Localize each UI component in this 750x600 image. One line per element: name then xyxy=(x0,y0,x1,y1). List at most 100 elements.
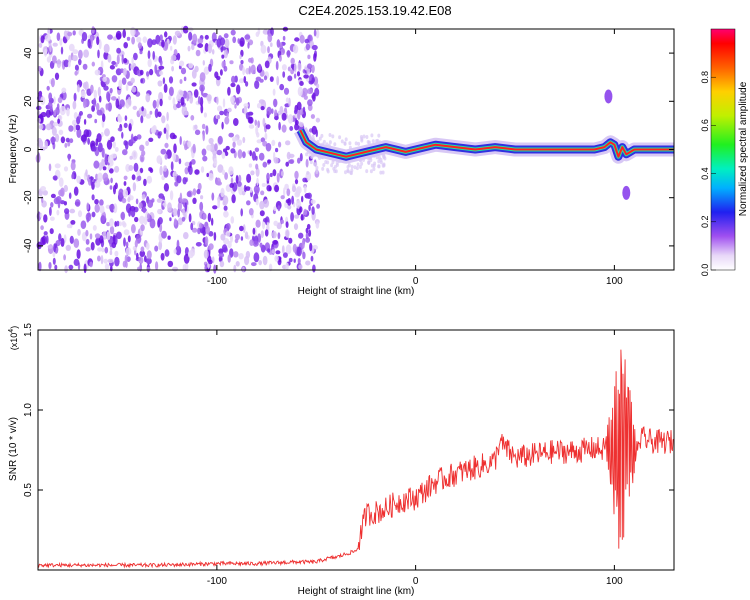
noise-speckle xyxy=(371,139,375,144)
noise-speckle xyxy=(102,172,109,182)
noise-speckle xyxy=(239,78,245,84)
noise-speckle xyxy=(167,202,172,212)
noise-speckle xyxy=(143,178,147,187)
noise-speckle xyxy=(252,240,259,247)
spectrogram-xtick-label: 0 xyxy=(413,276,419,287)
noise-speckle xyxy=(311,206,315,215)
noise-speckle xyxy=(219,37,226,46)
spectrogram-xlabel: Height of straight line (km) xyxy=(298,286,415,297)
noise-speckle xyxy=(257,27,261,35)
noise-speckle xyxy=(146,71,150,77)
noise-speckle xyxy=(85,169,88,177)
noise-speckle xyxy=(231,75,236,84)
noise-speckle xyxy=(278,257,282,263)
noise-speckle xyxy=(305,227,309,234)
noise-speckle xyxy=(99,199,104,206)
noise-speckle xyxy=(168,86,174,97)
noise-speckle xyxy=(146,257,152,265)
noise-speckle xyxy=(163,165,168,172)
noise-speckle xyxy=(377,159,381,164)
snr-panel: -100 0 100 0.5 1.0 1.5 Height of straight li… xyxy=(8,323,675,597)
noise-speckle xyxy=(216,181,223,186)
noise-speckle xyxy=(172,266,179,272)
noise-speckle xyxy=(143,216,148,226)
noise-speckle xyxy=(158,65,165,70)
noise-speckle xyxy=(266,221,270,231)
spectrogram-xtick-label: -100 xyxy=(207,276,227,287)
noise-speckle xyxy=(150,126,157,134)
noise-speckle xyxy=(219,69,223,76)
noise-speckle xyxy=(277,232,281,240)
noise-speckle xyxy=(122,29,126,39)
noise-speckle xyxy=(61,87,67,94)
noise-speckle xyxy=(295,119,299,126)
noise-speckle xyxy=(191,82,197,87)
noise-speckle xyxy=(274,184,280,193)
noise-speckle xyxy=(280,170,284,177)
noise-speckle xyxy=(233,118,239,126)
noise-speckle xyxy=(106,222,110,227)
noise-speckle xyxy=(237,149,243,159)
noise-speckle xyxy=(64,208,70,215)
noise-speckle xyxy=(230,216,235,224)
noise-speckle xyxy=(205,225,211,235)
noise-speckle xyxy=(147,213,150,220)
spectrogram-panel: -100 0 100 -40 -20 0 20 40 Height of straight … xyxy=(8,25,675,297)
noise-speckle xyxy=(50,216,55,221)
noise-speckle xyxy=(161,115,166,124)
noise-speckle xyxy=(164,153,168,160)
noise-speckle xyxy=(40,96,46,105)
noise-speckle xyxy=(358,165,362,169)
noise-speckle xyxy=(114,147,119,152)
noise-speckle xyxy=(164,249,170,257)
noise-speckle xyxy=(224,172,229,180)
noise-speckle xyxy=(216,75,221,81)
spectrogram-feature-blob xyxy=(604,89,613,104)
noise-speckle xyxy=(256,139,262,144)
noise-speckle xyxy=(123,175,128,180)
noise-speckle xyxy=(156,155,162,164)
noise-speckle xyxy=(82,82,87,89)
noise-speckle xyxy=(326,169,330,174)
noise-speckle xyxy=(137,175,142,182)
noise-speckle xyxy=(85,212,92,222)
noise-speckle xyxy=(297,86,303,97)
noise-speckle xyxy=(287,204,292,210)
noise-speckle xyxy=(354,141,358,146)
noise-speckle xyxy=(114,250,119,257)
noise-speckle xyxy=(196,188,201,195)
colorbar-tick-label: 0.6 xyxy=(700,119,710,132)
noise-speckle xyxy=(105,103,109,111)
noise-speckle xyxy=(94,203,100,213)
noise-speckle xyxy=(69,235,74,244)
noise-speckle xyxy=(321,166,325,171)
noise-speckle xyxy=(195,49,201,57)
noise-speckle xyxy=(111,60,116,66)
noise-speckle xyxy=(331,134,335,139)
noise-speckle xyxy=(307,63,313,69)
noise-speckle xyxy=(114,256,120,267)
noise-speckle xyxy=(48,163,52,172)
noise-speckle xyxy=(157,111,162,118)
noise-speckle xyxy=(265,124,271,130)
noise-speckle xyxy=(139,215,145,225)
spectrogram-yticks: -40 -20 0 20 40 xyxy=(23,47,674,253)
noise-speckle xyxy=(73,92,77,102)
noise-speckle xyxy=(96,133,102,143)
noise-speckle xyxy=(131,174,136,181)
noise-speckle xyxy=(370,163,374,168)
noise-speckle xyxy=(187,165,191,173)
noise-speckle xyxy=(294,214,300,219)
noise-speckle xyxy=(63,254,66,261)
noise-speckle xyxy=(129,155,133,160)
noise-speckle xyxy=(278,121,281,131)
noise-speckle xyxy=(262,140,268,147)
noise-speckle xyxy=(192,188,197,196)
noise-speckle xyxy=(211,192,215,201)
noise-speckle xyxy=(127,197,131,203)
spectrogram-ytick-label: 20 xyxy=(23,95,34,107)
noise-speckle xyxy=(85,229,89,237)
noise-speckle xyxy=(53,243,56,253)
noise-speckle xyxy=(285,97,289,103)
noise-speckle xyxy=(234,103,237,109)
